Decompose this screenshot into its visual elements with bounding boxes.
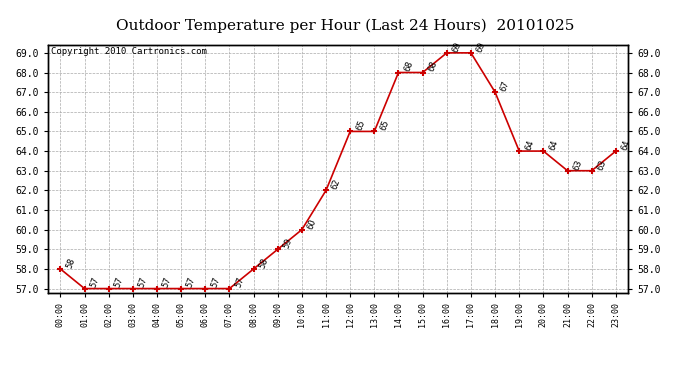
Text: 59: 59 [282, 237, 294, 250]
Text: 57: 57 [137, 276, 149, 289]
Text: 63: 63 [572, 158, 584, 171]
Text: 62: 62 [331, 178, 342, 191]
Text: 69: 69 [475, 40, 487, 54]
Text: 65: 65 [379, 119, 391, 132]
Text: 57: 57 [234, 276, 246, 289]
Text: 58: 58 [65, 256, 77, 270]
Text: 67: 67 [500, 80, 511, 93]
Text: 64: 64 [620, 139, 632, 152]
Text: 65: 65 [355, 119, 366, 132]
Text: 57: 57 [89, 276, 101, 289]
Text: Outdoor Temperature per Hour (Last 24 Hours)  20101025: Outdoor Temperature per Hour (Last 24 Ho… [116, 19, 574, 33]
Text: 57: 57 [113, 276, 125, 289]
Text: 68: 68 [427, 60, 439, 73]
Text: 57: 57 [210, 276, 221, 289]
Text: 58: 58 [258, 256, 270, 270]
Text: 68: 68 [403, 60, 415, 73]
Text: 64: 64 [524, 139, 535, 152]
Text: 69: 69 [451, 40, 463, 54]
Text: 57: 57 [161, 276, 173, 289]
Text: 57: 57 [186, 276, 197, 289]
Text: Copyright 2010 Cartronics.com: Copyright 2010 Cartronics.com [51, 48, 207, 57]
Text: 60: 60 [306, 217, 318, 230]
Text: 64: 64 [548, 139, 560, 152]
Text: 63: 63 [596, 158, 608, 171]
